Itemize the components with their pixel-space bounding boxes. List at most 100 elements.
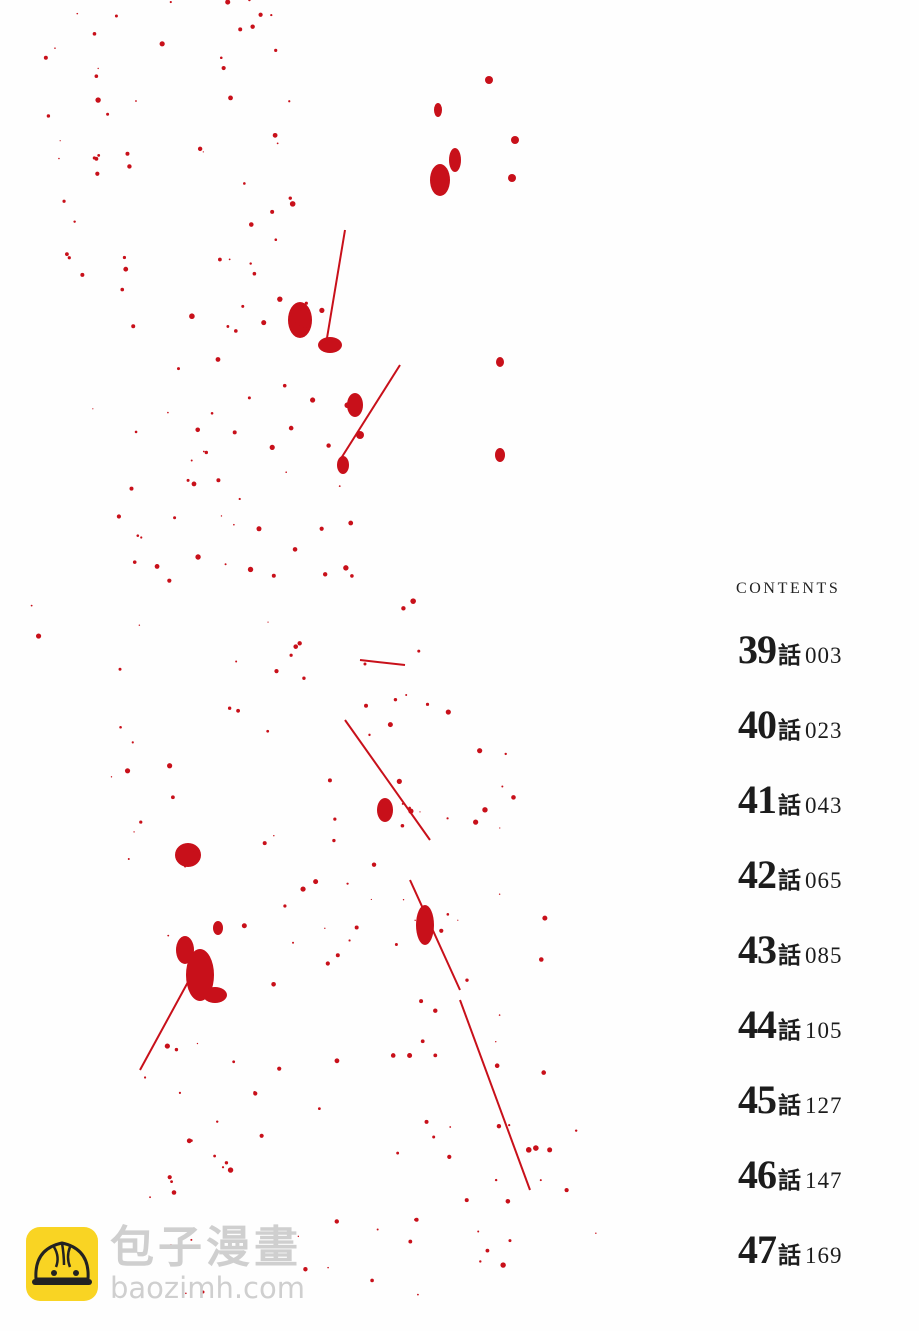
page-number: 169: [805, 1243, 843, 1268]
splatter-dot: [65, 252, 69, 257]
chapter-number: 45: [738, 1077, 777, 1122]
splatter-dot: [539, 1179, 542, 1182]
splatter-dot: [542, 915, 548, 921]
splatter-dot: [197, 146, 203, 152]
splatter-dot: [344, 402, 351, 409]
splatter-dot: [138, 624, 141, 626]
splatter-dot: [498, 893, 501, 895]
splatter-dot: [393, 697, 398, 702]
splatter-dot: [327, 1266, 329, 1269]
splatter-dot: [334, 1219, 339, 1224]
splatter-dot: [196, 1042, 199, 1045]
splatter-dot: [236, 708, 240, 713]
toc-entry[interactable]: 42 話 065: [738, 851, 843, 926]
toc-entry[interactable]: 45 話 127: [738, 1076, 843, 1151]
chapter-number: 40: [738, 702, 777, 747]
splatter-dot: [167, 763, 173, 769]
splatter-dot: [127, 164, 132, 169]
splatter-dot: [414, 919, 416, 921]
splatter-dot: [43, 55, 48, 60]
splatter-dot: [271, 573, 276, 578]
page-number: 023: [805, 718, 843, 743]
splatter-dot: [210, 412, 214, 415]
splatter-dot: [547, 1147, 553, 1153]
splatter-dot: [191, 481, 197, 487]
splatter-dot: [289, 653, 293, 657]
splatter-dot: [370, 1278, 374, 1283]
splatter-dot: [59, 140, 61, 142]
splatter-dot: [424, 1119, 429, 1124]
splatter-dot: [282, 383, 287, 388]
splatter-dot: [433, 1008, 438, 1013]
splatter-dot: [446, 913, 450, 916]
splatter-dot: [119, 725, 122, 729]
toc-entry[interactable]: 44 話 105: [738, 1001, 843, 1076]
splatter-dot: [289, 201, 296, 207]
splatter-dot: [417, 1293, 419, 1296]
splatter-dot: [136, 534, 140, 537]
splatter-dot: [204, 450, 209, 455]
splatter-dot: [348, 939, 351, 942]
splatter-dot: [58, 157, 60, 160]
chapter-suffix: 話: [778, 792, 801, 819]
splatter-dot: [401, 802, 404, 805]
chapter-number: 43: [738, 927, 777, 972]
splatter-dot: [234, 329, 238, 333]
splatter-dot: [266, 729, 270, 733]
bun-logo-icon: [26, 1227, 98, 1301]
splatter-dot: [274, 669, 279, 674]
splatter-dot: [364, 703, 369, 708]
splatter-dot: [371, 862, 377, 867]
toc-entry[interactable]: 41 話 043: [738, 776, 843, 851]
splatter-dot: [202, 151, 204, 153]
splatter-dot: [249, 262, 252, 265]
splatter-dot: [485, 1248, 490, 1253]
splatter-blob: [337, 456, 349, 474]
splatter-dot: [241, 304, 245, 308]
splatter-dot: [368, 733, 371, 737]
splatter-dot: [300, 308, 303, 311]
splatter-dot: [261, 320, 267, 326]
toc-entry[interactable]: 40 話 023: [738, 701, 843, 776]
toc-entry[interactable]: 47 話 169: [738, 1226, 843, 1301]
splatter-dot: [169, 0, 172, 4]
splatter-dot: [228, 258, 231, 261]
splatter-dot: [332, 838, 336, 843]
splatter-dot: [277, 296, 283, 302]
splatter-dot: [167, 934, 170, 937]
splatter-dot: [110, 776, 113, 778]
page-number: 105: [805, 1018, 843, 1043]
splatter-dot: [195, 554, 201, 560]
splatter-dot: [256, 526, 262, 532]
splatter-blob: [416, 905, 434, 945]
splatter-dot: [319, 307, 325, 313]
watermark-name: 包子漫畫: [110, 1222, 302, 1273]
splatter-dot: [173, 516, 177, 520]
splatter-dot: [387, 722, 393, 728]
splatter-dot: [190, 1238, 193, 1241]
splatter-dot: [190, 1139, 193, 1142]
splatter-dot: [143, 1076, 147, 1079]
splatter-dot: [400, 823, 405, 828]
watermark[interactable]: 包子漫畫 baozimh.com: [26, 1224, 305, 1304]
toc-entry[interactable]: 39 話 003: [738, 626, 843, 701]
splatter-dot: [326, 443, 331, 448]
splatter-dot: [297, 1235, 300, 1238]
splatter-dot: [319, 526, 324, 531]
splatter-dot: [238, 27, 243, 32]
splatter-dot: [248, 222, 254, 227]
splatter-dot: [327, 778, 332, 783]
toc-entry[interactable]: 43 話 085: [738, 926, 843, 1001]
splatter-blob: [176, 936, 194, 964]
splatter-dot: [482, 807, 488, 813]
splatter-dot: [243, 182, 246, 185]
toc-entry[interactable]: 46 話 147: [738, 1151, 843, 1226]
splatter-dot: [525, 1147, 532, 1153]
chapter-number: 47: [738, 1227, 777, 1272]
splatter-blob: [496, 357, 504, 367]
splatter-dot: [92, 156, 96, 160]
page-number: 065: [805, 868, 843, 893]
splatter-dot: [501, 785, 504, 788]
splatter-dot: [541, 1070, 547, 1075]
splatter-streak: [409, 879, 461, 991]
